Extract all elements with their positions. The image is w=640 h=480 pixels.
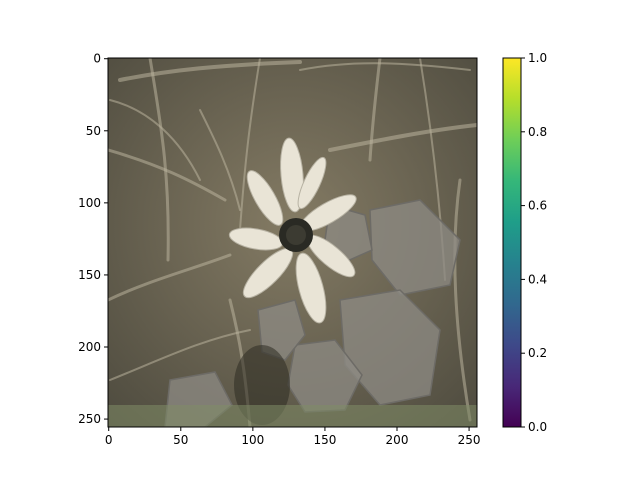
colorbar-tick-label: 0.2 (528, 346, 547, 360)
photo-image (108, 58, 477, 427)
colorbar-tick-label: 0.8 (528, 125, 547, 139)
y-tick-label: 150 (78, 268, 101, 282)
x-tick-label: 100 (241, 433, 264, 447)
colorbar-ticks: 0.0 0.2 0.4 0.6 0.8 1.0 (521, 51, 547, 434)
x-tick-label: 200 (386, 433, 409, 447)
colorbar: 0.0 0.2 0.4 0.6 0.8 1.0 (502, 51, 547, 434)
x-tick-label: 150 (313, 433, 336, 447)
flower (228, 137, 357, 324)
x-tick-label: 250 (458, 433, 481, 447)
x-axis-ticks: 0 50 100 150 200 250 (105, 427, 481, 447)
x-tick-label: 0 (105, 433, 113, 447)
petals (228, 137, 357, 324)
y-tick-label: 50 (86, 124, 101, 138)
y-tick-label: 200 (78, 340, 101, 354)
colorbar-tick-label: 1.0 (528, 51, 547, 65)
colorbar-gradient (503, 58, 521, 427)
colorbar-frame (502, 57, 522, 428)
y-tick-label: 250 (78, 412, 101, 426)
y-tick-label: 100 (78, 196, 101, 210)
axes-frame (107, 57, 478, 428)
y-tick-label: 0 (93, 52, 101, 66)
y-axis-ticks: 0 50 100 150 200 250 (78, 52, 108, 426)
image-axes: 0 50 100 150 200 250 0 50 100 150 200 250 (78, 52, 480, 447)
colorbar-tick-label: 0.6 (528, 199, 547, 213)
bottom-strip (108, 405, 477, 427)
colorbar-tick-label: 0.4 (528, 272, 547, 286)
colorbar-tick-label: 0.0 (528, 420, 547, 434)
x-tick-label: 50 (173, 433, 188, 447)
